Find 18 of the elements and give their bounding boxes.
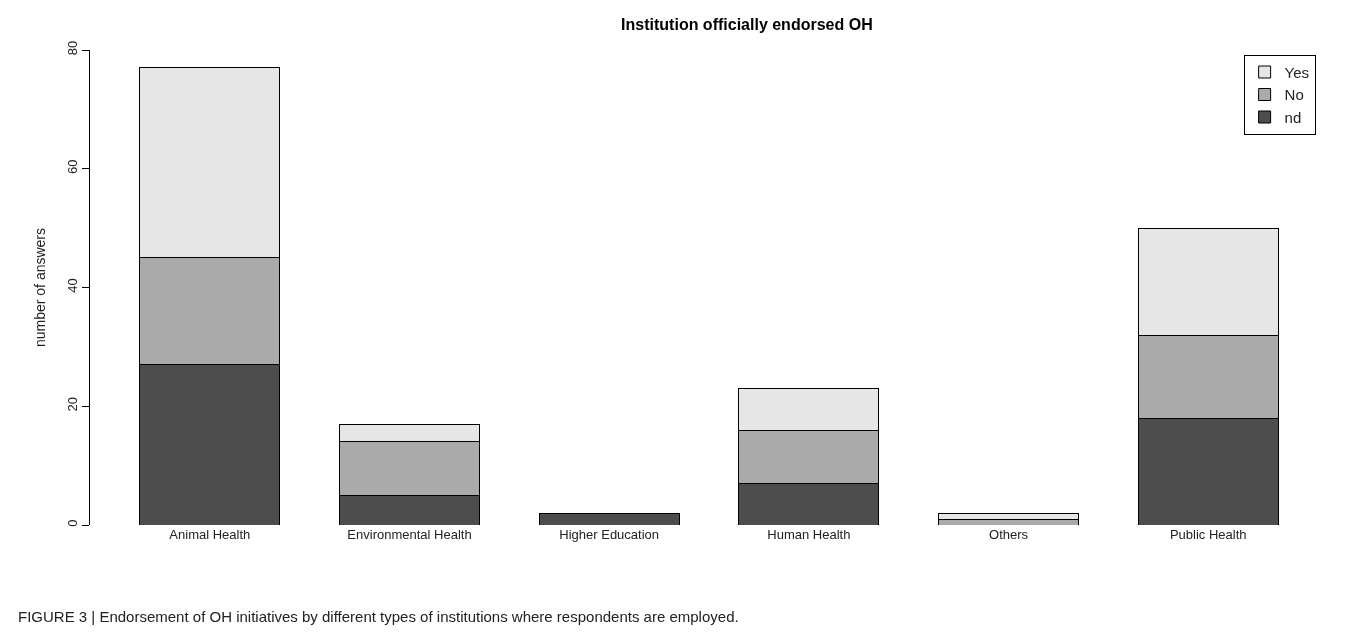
bar	[538, 512, 680, 525]
y-tick-label: 80	[64, 40, 80, 56]
y-tick-label: 0	[64, 519, 80, 527]
y-axis-title: number of answers	[32, 227, 49, 348]
x-tick-label: Animal Health	[169, 527, 251, 542]
x-tick-label: Human Health	[767, 527, 851, 542]
x-tick-label: Others	[989, 527, 1029, 542]
x-tick-label: Public Health	[1169, 527, 1247, 542]
y-tick-label: 60	[64, 159, 80, 175]
legend-label: Yes	[1284, 63, 1310, 81]
x-tick-label: Higher Education	[559, 527, 660, 542]
y-tick-label: 40	[64, 278, 80, 293]
y-tick-label: 20	[64, 397, 80, 412]
legend-label: nd	[1284, 108, 1302, 126]
chart-title: Institution officially endorsed OH	[621, 16, 873, 34]
caption: FIGURE 3 | Endorsement of OH initiatives by different types of institutions where respondents are employed.	[18, 608, 739, 625]
legend-label: No	[1284, 86, 1304, 104]
x-tick-label: Environmental Health	[347, 527, 472, 542]
